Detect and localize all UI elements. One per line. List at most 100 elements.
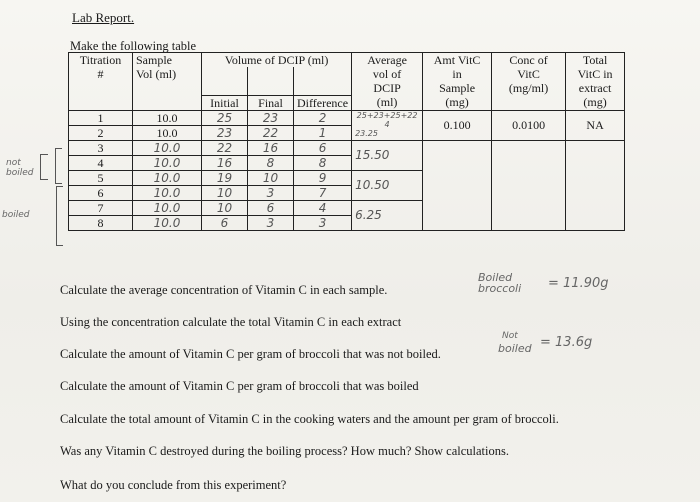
row-sample-vol: 10.0 [132,109,202,126]
row-final: 23 [247,109,294,126]
row-num: 8 [68,214,133,231]
row-num: 3 [68,139,133,156]
conc-vitc-empty [491,140,567,231]
average-cell-group-3: 10.50 [351,169,424,201]
col-amt-line2: in [422,67,493,81]
row-initial: 16 [201,154,248,171]
question-1: Calculate the average concentration of V… [60,283,388,297]
boiled-note-line1: Boiled [478,271,513,284]
col-total-header: Total [565,52,626,67]
row-sample-vol: 10.0 [132,214,202,231]
row-initial: 6 [201,214,248,231]
row-sample-vol: 10.0 [132,199,202,216]
average-working: 25+23+25+22 [356,110,418,120]
col-final-header: Final [247,94,294,111]
question-2: Using the concentration calculate the to… [60,315,402,329]
col-titration-num: # [68,67,133,81]
average-cell-group-4: 6.25 [351,199,424,231]
col-conc-line3: (mg/ml) [491,81,567,95]
row-num: 5 [68,169,133,186]
row-difference: 7 [292,184,353,201]
table-row: 2 10.0 23 22 1 [68,124,625,141]
conc-vitc-cell: 0.0100 [491,109,567,141]
row-final: 22 [247,124,294,141]
row-initial: 10 [201,199,248,216]
boiled-value: = 11.90g [548,276,609,291]
question-6: Was any Vitamin C destroyed during the b… [60,444,509,458]
row-initial: 10 [201,184,248,201]
row-sample-vol: 10.0 [132,154,202,171]
not-boiled-note: not boiled [6,158,33,178]
table-row: 3 10.0 22 16 6 15.50 [68,139,626,231]
row-final: 16 [247,139,294,156]
boiled-bracket [56,186,63,246]
row-difference: 9 [292,169,353,186]
row-sample-vol: 10.0 [132,124,202,141]
total-vitc-empty [565,140,626,231]
not-boiled-note-line2: boiled [6,168,34,178]
table-row: 1 10.0 25 23 2 25+23+25+22 4 23.25 0.100… [68,109,626,141]
not-boiled-note-top: Not [502,331,518,341]
row-sample-vol: 10.0 [132,184,202,201]
col-total-line2: VitC in [565,67,626,81]
row-num: 2 [68,124,133,141]
row-sample-vol: 10.0 [132,139,202,156]
row-final: 6 [247,199,294,216]
row-final: 3 [247,214,294,231]
boiled-broccoli-note: Boiled broccoli [478,272,521,294]
not-boiled-note-bottom: boiled [498,342,532,355]
average-cell-group-1: 25+23+25+22 4 23.25 [351,109,424,141]
table-row: 6 10.0 10 3 7 [68,184,625,201]
table-row: 4 10.0 16 8 8 [68,154,625,171]
amt-vitc-empty [422,140,493,231]
col-difference-header: Difference [292,94,353,111]
row-final: 3 [247,184,294,201]
col-initial-header: Initial [201,94,248,111]
total-vitc-cell: NA [565,109,626,141]
dcip-spacer [201,81,248,95]
col-sample-header: Sample [132,52,202,67]
row-difference: 1 [292,124,353,141]
row-num: 7 [68,199,133,216]
col-dcip-header: Volume of DCIP (ml) [200,52,353,67]
dcip-spacer [292,81,353,95]
boiled-note-line2: broccoli [478,282,522,295]
col-amt-line3: Sample [422,81,493,95]
row-final: 8 [247,154,294,171]
col-amt-header: Amt VitC [422,52,493,67]
conc-spacer [491,95,567,111]
not-boiled-bracket-inner [55,148,62,184]
header-row-1: Titration Sample Volume of DCIP (ml) Ave… [68,52,626,67]
header-spacer [132,81,202,95]
not-boiled-value: = 13.6g [540,335,593,350]
question-5: Calculate the total amount of Vitamin C … [60,412,559,426]
question-4: Calculate the amount of Vitamin C per gr… [60,379,419,393]
header-row-3: DCIP Sample (mg/ml) extract [68,81,626,95]
col-sample-unit: Vol (ml) [132,67,202,81]
table-row: 7 10.0 10 6 4 6.25 [68,199,625,231]
not-boiled-note-line1: not [6,158,21,168]
row-difference: 8 [292,154,353,171]
dcip-spacer [292,67,353,81]
row-num: 4 [68,154,133,171]
row-initial: 25 [201,109,248,126]
row-difference: 2 [292,109,353,126]
question-7: What do you conclude from this experimen… [60,478,287,492]
col-average-header: Average [351,52,424,67]
dcip-spacer [201,67,248,81]
dcip-spacer [247,67,294,81]
col-total-line4: (mg) [565,95,626,111]
boiled-note: boiled [2,210,30,220]
row-difference: 3 [292,214,353,231]
titration-table: Titration Sample Volume of DCIP (ml) Ave… [68,52,626,231]
average-value: 23.25 [355,128,378,138]
average-working-divisor: 4 [384,119,390,129]
amt-vitc-cell: 0.100 [422,109,493,141]
header-row-4: Initial Final Difference (ml) (mg) (mg) [68,94,626,111]
report-title: Lab Report. [72,10,135,25]
col-average-line4: (ml) [351,95,424,111]
col-conc-line2: VitC [491,67,567,81]
row-num: 1 [68,109,133,126]
row-final: 10 [247,169,294,186]
